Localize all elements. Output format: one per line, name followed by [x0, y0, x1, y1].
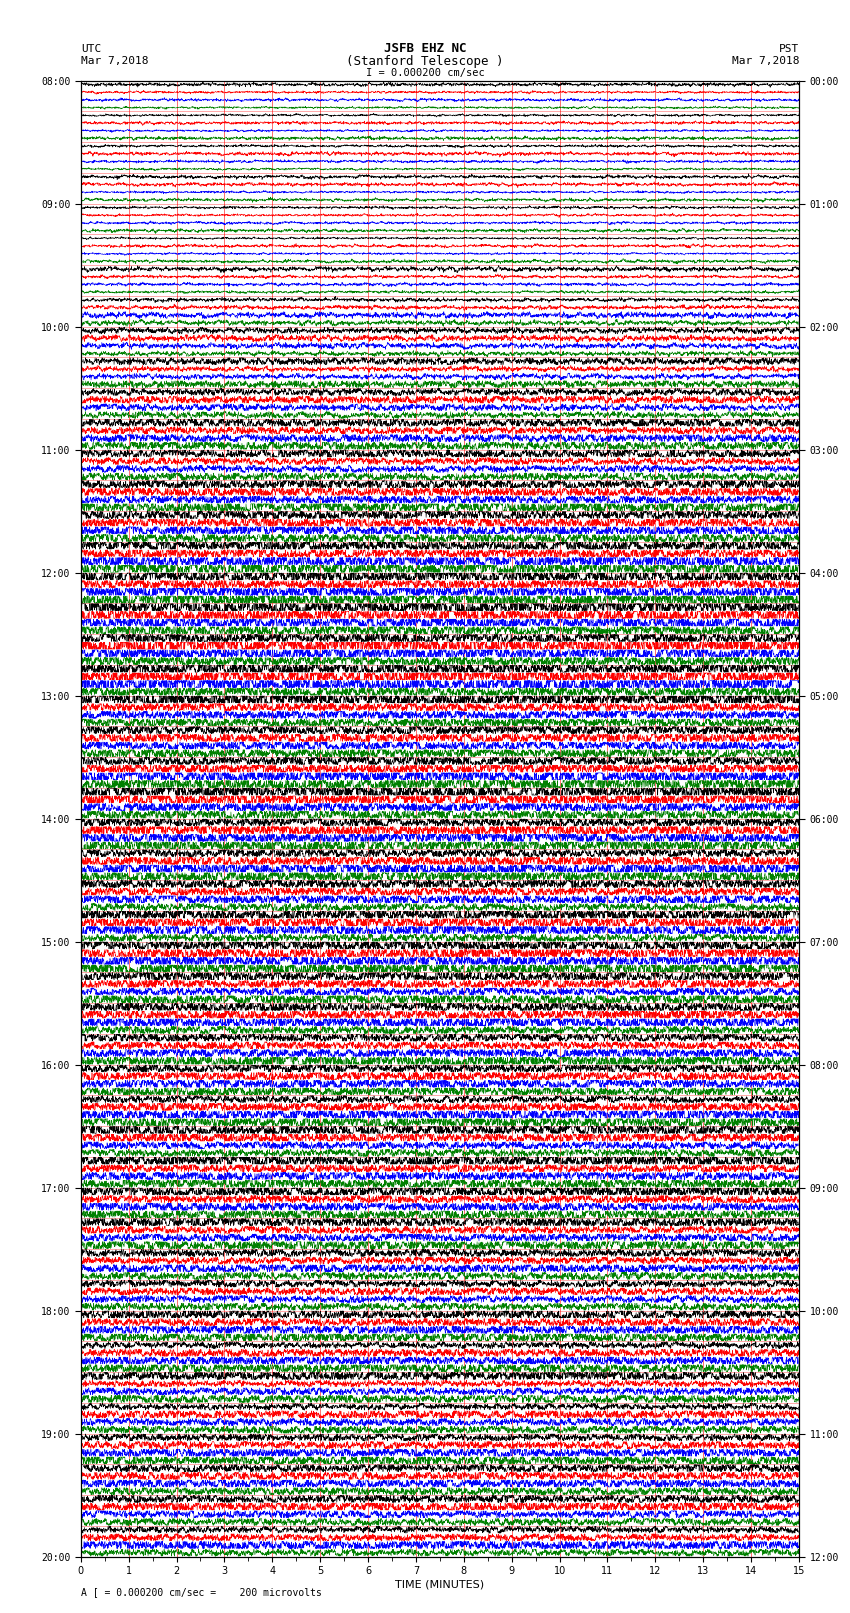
Text: A [ = 0.000200 cm/sec =    200 microvolts: A [ = 0.000200 cm/sec = 200 microvolts — [81, 1587, 321, 1597]
Text: Mar 7,2018: Mar 7,2018 — [732, 56, 799, 66]
Text: Mar 7,2018: Mar 7,2018 — [81, 56, 148, 66]
Text: I = 0.000200 cm/sec: I = 0.000200 cm/sec — [366, 68, 484, 77]
X-axis label: TIME (MINUTES): TIME (MINUTES) — [395, 1579, 484, 1589]
Text: UTC: UTC — [81, 44, 101, 53]
Text: (Stanford Telescope ): (Stanford Telescope ) — [346, 55, 504, 68]
Text: PST: PST — [779, 44, 799, 53]
Text: JSFB EHZ NC: JSFB EHZ NC — [383, 42, 467, 55]
